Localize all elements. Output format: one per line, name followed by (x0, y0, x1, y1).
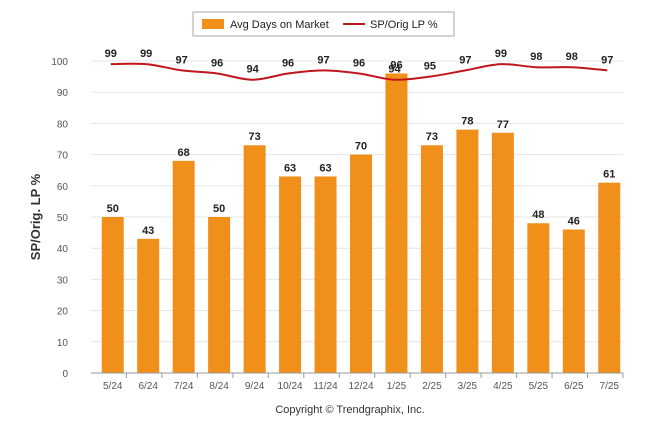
line-value-label: 95 (424, 61, 436, 73)
legend: Avg Days on Market SP/Orig LP % (192, 11, 455, 37)
legend-label-line: SP/Orig LP % (370, 19, 438, 31)
bar (456, 129, 479, 373)
y-tick-label: 30 (57, 275, 69, 286)
y-tick-label: 10 (57, 338, 69, 349)
line-value-label: 96 (353, 57, 365, 69)
bar-value-label: 78 (461, 116, 473, 128)
bar (527, 223, 550, 373)
line-value-label: 99 (105, 48, 117, 60)
y-tick-label: 70 (57, 151, 69, 162)
line-value-label: 96 (211, 57, 223, 69)
y-axis-ticks: 0 10 20 30 40 50 60 70 80 90 100 (51, 57, 68, 380)
x-tick-label: 12/24 (348, 381, 373, 392)
bar-value-label: 63 (284, 162, 296, 174)
copyright-text: Copyright © Trendgraphix, Inc. (275, 404, 424, 416)
y-tick-label: 90 (57, 88, 69, 99)
x-tick-label: 5/24 (103, 381, 123, 392)
line-value-label: 98 (530, 51, 542, 63)
bar-value-label: 48 (532, 209, 544, 221)
line-value-label: 94 (246, 64, 259, 76)
bar-value-label: 68 (178, 147, 190, 159)
bar-value-label: 61 (603, 169, 615, 181)
bar-value-label: 96 (390, 59, 402, 71)
bar (137, 238, 160, 373)
x-tick-label: 2/25 (422, 381, 442, 392)
x-tick-label: 8/24 (209, 381, 229, 392)
y-axis-label: SP/Orig. LP % (28, 173, 43, 260)
line-value-label: 97 (601, 54, 613, 66)
bar-value-label: 50 (107, 203, 119, 215)
legend-bar-swatch (202, 19, 224, 29)
line-value-label: 99 (140, 48, 152, 60)
y-tick-label: 40 (57, 244, 69, 255)
bar (172, 160, 195, 373)
legend-box (192, 11, 455, 37)
y-tick-label: 0 (62, 369, 68, 380)
x-tick-label: 5/25 (529, 381, 549, 392)
bar-value-label: 77 (497, 119, 509, 131)
bar (279, 176, 302, 373)
x-tick-label: 3/25 (458, 381, 478, 392)
y-tick-label: 80 (57, 119, 69, 130)
y-tick-label: 50 (57, 213, 69, 224)
y-tick-label: 100 (51, 57, 68, 68)
bar (350, 154, 372, 373)
bar-value-label: 46 (568, 215, 580, 227)
line-value-label: 97 (459, 54, 471, 66)
bar-value-label: 70 (355, 141, 367, 153)
bar-value-labels: 50 43 68 50 73 63 63 70 96 73 78 77 48 46 61 (107, 59, 616, 236)
legend-label-bars: Avg Days on Market (230, 19, 329, 31)
x-tick-label: 9/24 (245, 381, 265, 392)
bar (101, 217, 124, 373)
x-tick-label: 11/24 (313, 381, 338, 392)
x-tick-label: 10/24 (278, 381, 303, 392)
bar (562, 229, 585, 373)
line-value-label: 94 (388, 64, 401, 76)
line-series (110, 62, 608, 81)
bar (208, 217, 231, 373)
bar-value-label: 43 (142, 225, 154, 237)
x-tick-label: 6/24 (138, 381, 158, 392)
line-value-label: 97 (317, 54, 329, 66)
bar (314, 176, 337, 373)
bar-value-label: 63 (319, 162, 331, 174)
bar (491, 132, 514, 373)
line-value-label: 99 (495, 48, 507, 60)
x-tick-label: 7/24 (174, 381, 194, 392)
bar (243, 145, 266, 373)
x-tick-label: 7/25 (600, 381, 620, 392)
bar (598, 182, 621, 373)
x-tick-label: 4/25 (493, 381, 513, 392)
bar-series (101, 73, 621, 373)
y-tick-label: 60 (57, 182, 69, 193)
bar-value-label: 50 (213, 203, 225, 215)
line-value-label: 98 (566, 51, 578, 63)
x-tick-label: 6/25 (564, 381, 584, 392)
line-value-label: 97 (176, 54, 188, 66)
x-tick-label: 1/25 (387, 381, 407, 392)
bar-value-label: 73 (426, 131, 438, 143)
bar-value-label: 73 (248, 131, 260, 143)
bar (420, 145, 443, 373)
line-value-label: 96 (282, 57, 294, 69)
y-tick-label: 20 (57, 307, 69, 318)
bar (385, 73, 408, 373)
x-axis-ticks: 5/24 6/24 7/24 8/24 9/24 10/24 11/24 12/24 1/25 2… (103, 373, 624, 392)
